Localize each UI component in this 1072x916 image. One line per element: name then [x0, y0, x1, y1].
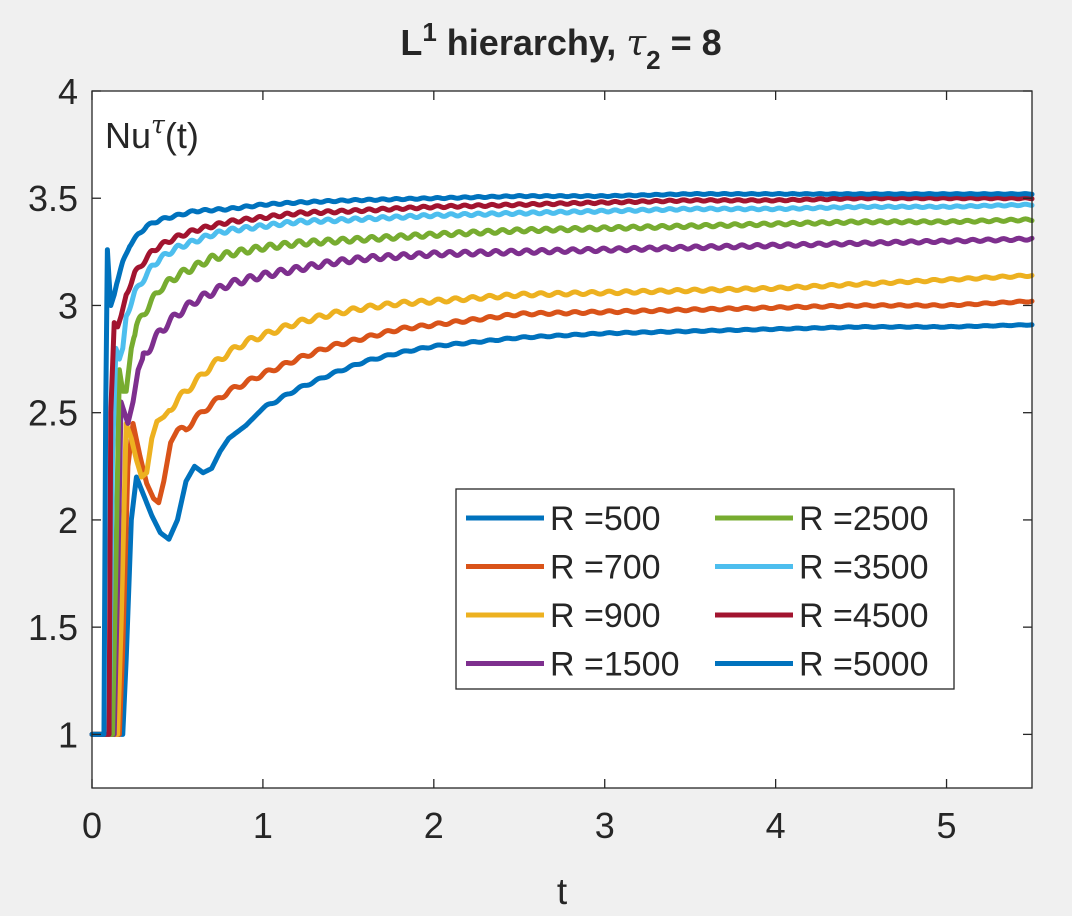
title-symbol: τ [626, 23, 647, 64]
annotation-sup: τ [151, 110, 166, 139]
x-tick-label: 1 [253, 805, 273, 846]
x-tick-label: 3 [595, 805, 615, 846]
legend-label: R =4500 [799, 597, 929, 635]
annotation-base: Nu [105, 115, 151, 156]
legend-label: R =3500 [799, 549, 929, 587]
x-tick-label: 0 [82, 805, 102, 846]
series-layer [89, 191, 1035, 737]
title-prefix-sup: 1 [422, 17, 436, 47]
x-tick-label: 2 [424, 805, 444, 846]
legend-label: R =700 [550, 549, 661, 587]
axes-box [91, 90, 1033, 789]
y-tick-label: 3 [58, 285, 78, 326]
legend: R =500 R =700 R =900 R =1500 R =2500 R =3500 R… [455, 488, 955, 690]
title-suffix: = 8 [661, 22, 722, 63]
y-tick-label: 1 [58, 714, 78, 755]
x-tick-label: 4 [766, 805, 786, 846]
legend-label: R =500 [550, 500, 661, 538]
y-tick-label: 1.5 [28, 607, 78, 648]
annotation-tail: (t) [165, 115, 199, 156]
legend-label: R =2500 [799, 500, 929, 538]
y-tick-label: 3.5 [28, 178, 78, 219]
title-prefix: L [400, 22, 422, 63]
y-tick-label: 2.5 [28, 393, 78, 434]
series-line-1 [89, 298, 1035, 737]
y-tick-label: 2 [58, 500, 78, 541]
chart-title: L1 hierarchy, τ2 = 8 [400, 17, 721, 75]
ticks-layer: 0 1 2 3 4 5 1 1.5 2 2.5 3 3.5 4 [28, 71, 1032, 846]
legend-label: R =1500 [550, 646, 680, 684]
series-line-0 [89, 322, 1035, 737]
series-line-7 [89, 191, 1035, 737]
series-line-3 [89, 235, 1035, 737]
y-tick-label: 4 [58, 71, 78, 112]
series-line-4 [89, 216, 1035, 737]
series-line-6 [89, 195, 1035, 737]
legend-box [455, 488, 955, 690]
series-line-5 [89, 201, 1035, 737]
legend-items: R =500 R =700 R =900 R =1500 R =2500 R =3500 R… [466, 500, 929, 684]
x-tick-label: 5 [937, 805, 957, 846]
title-middle: hierarchy, [437, 22, 626, 63]
title-symbol-sub: 2 [646, 45, 660, 75]
legend-label: R =900 [550, 597, 661, 635]
series-line-2 [89, 272, 1035, 737]
legend-label: R =5000 [799, 646, 929, 684]
annotation: Nuτ(t) [105, 110, 199, 156]
x-axis-label: t [557, 871, 568, 912]
